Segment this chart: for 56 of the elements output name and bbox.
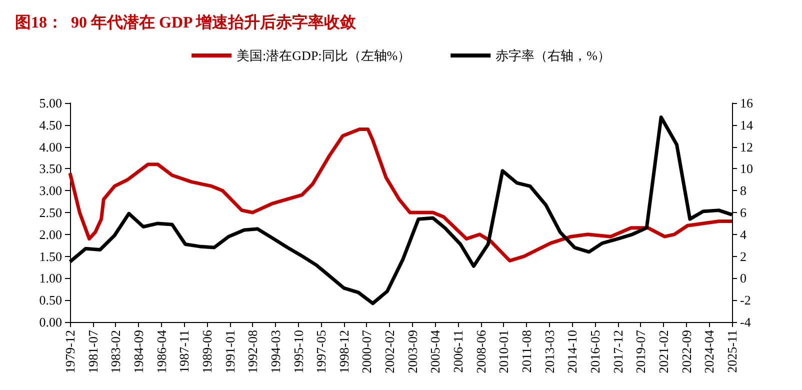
y2-tick-label: 4 (740, 226, 747, 242)
x-tick-label: 1987-11 (176, 330, 192, 373)
y-tick-label: 1.00 (39, 270, 62, 286)
x-tick-label: 1995-10 (290, 330, 306, 374)
y2-tick-label: 8 (740, 183, 746, 198)
y2-tick-label: 6 (740, 205, 747, 220)
x-tick-label: 2017-12 (610, 330, 626, 374)
y2-tick-label: -4 (740, 314, 752, 330)
x-tick-label: 1994-03 (268, 330, 283, 374)
x-tick-label: 2011-08 (519, 330, 534, 373)
y2-tick-label: 12 (740, 139, 753, 154)
y-tick-label: 0.50 (39, 292, 62, 308)
y-tick-label: 2.00 (39, 226, 62, 242)
x-tick-label: 2010-01 (496, 330, 512, 374)
x-tick-label: 2014-10 (564, 330, 580, 374)
y-tick-label: 3.00 (39, 183, 62, 198)
line-series (68, 128, 734, 262)
x-tick-label: 1984-09 (131, 330, 146, 374)
x-tick-label: 1983-02 (108, 330, 124, 374)
x-tick-label: 1992-08 (245, 330, 260, 374)
y2-tick-label: 10 (740, 161, 753, 176)
x-tick-label: 2024-04 (702, 330, 717, 374)
x-tick-label: 1991-01 (222, 330, 238, 374)
x-tick-label: 1989-06 (199, 330, 214, 374)
x-tick-label: 2021-02 (656, 330, 672, 374)
x-tick-label: 1997-05 (314, 330, 329, 374)
y2-tick-label: 2 (740, 248, 746, 264)
y-tick-label: 0.00 (39, 314, 62, 330)
x-tick-label: 2025-11 (724, 330, 740, 373)
x-tick-label: 2019-07 (633, 330, 648, 374)
y2-tick-label: -2 (740, 292, 751, 308)
x-tick-label: 2013-03 (542, 330, 557, 374)
x-tick-label: 2016-05 (588, 330, 602, 374)
y-tick-label: 4.50 (39, 117, 62, 132)
x-tick-label: 1986-04 (154, 330, 169, 374)
x-tick-label: 1979-12 (62, 330, 78, 374)
legend-label: 美国:潜在GDP:同比（左轴%） (236, 48, 411, 63)
x-tick-label: 2008-06 (473, 330, 488, 374)
y2-tick-label: 16 (740, 96, 754, 110)
x-tick-label: 1981-07 (85, 330, 100, 374)
x-tick-label: 2003-09 (404, 330, 420, 374)
y-tick-label: 3.50 (39, 161, 62, 176)
y2-tick-label: 14 (740, 117, 754, 132)
x-tick-label: 2022-09 (678, 330, 694, 374)
y2-tick-label: 0 (740, 270, 746, 286)
x-tick-label: 1998-12 (336, 330, 352, 374)
legend-label: 赤字率（右轴，%） (496, 48, 610, 63)
x-tick-label: 2005-04 (428, 330, 443, 374)
y-tick-label: 2.50 (39, 205, 62, 220)
y-tick-label: 5.00 (39, 96, 62, 110)
chart-title: 图18： 90 年代潜在 GDP 增速抬升后赤字率收敛 (15, 12, 357, 32)
y-tick-label: 4.00 (39, 139, 62, 154)
y-tick-label: 1.50 (39, 248, 62, 264)
x-tick-label: 2000-07 (359, 330, 374, 374)
x-tick-label: 2006-11 (450, 330, 466, 373)
x-tick-label: 2002-02 (382, 330, 398, 374)
